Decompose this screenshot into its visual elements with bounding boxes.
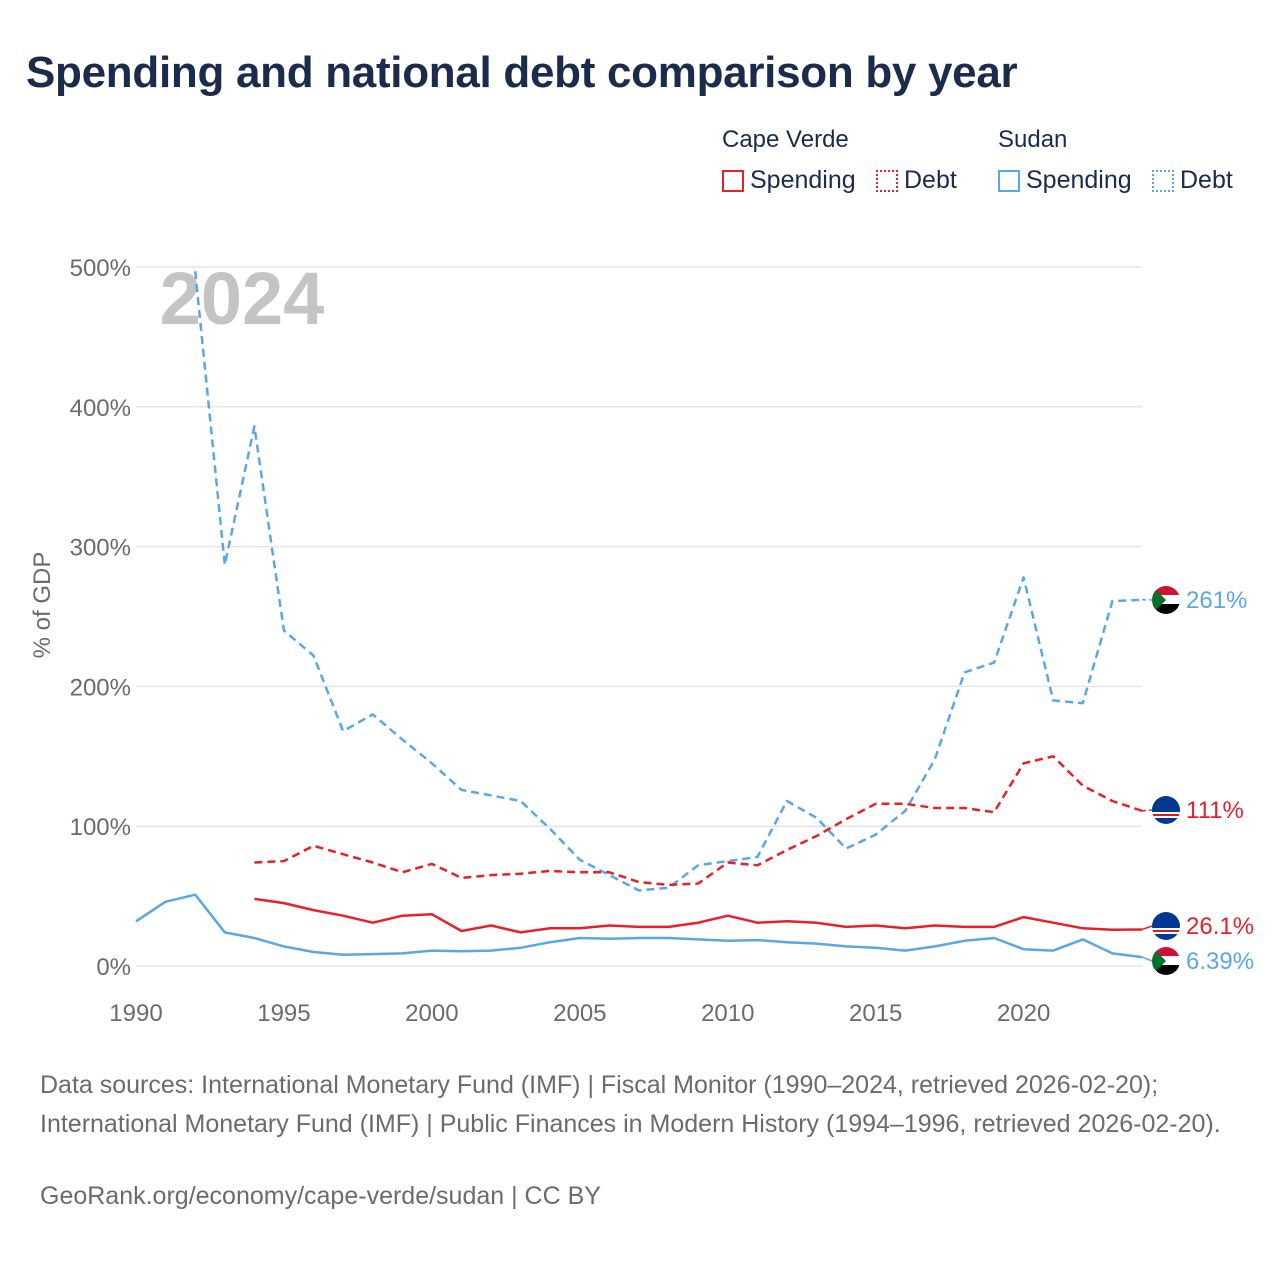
x-tick-label: 2010 [701, 1000, 754, 1027]
chart-title: Spending and national debt comparison by… [26, 48, 1018, 97]
source-link[interactable]: GeoRank.org/economy/cape-verde/sudan | C… [40, 1182, 601, 1210]
line-chart: 2024 % of GDP 0% 100% 200% 300% 400% 500% 199… [29, 255, 1254, 1027]
series-line-cape-verde-spending [254, 897, 1143, 934]
cape-verde-flag-icon [1152, 796, 1180, 824]
legend-sudan-debt[interactable]: Debt [1152, 166, 1233, 195]
cape-verde-flag-icon [1152, 912, 1180, 940]
legend-swatch-cape-verde-spending [722, 169, 744, 192]
series-line-sudan-debt [193, 271, 1143, 892]
legend-cape-verde-spending[interactable]: Spending [722, 166, 856, 195]
end-value-label: 261% [1186, 587, 1247, 614]
x-tick-label: 2020 [997, 1000, 1050, 1027]
legend-swatch-sudan-debt [1152, 169, 1174, 192]
end-connector [1141, 956, 1153, 962]
y-tick-label: 200% [70, 674, 131, 701]
end-value-label: 111% [1186, 797, 1244, 824]
sudan-flag-icon [1152, 947, 1180, 975]
x-tick-label: 2005 [553, 1000, 606, 1027]
legend-label-sudan-debt: Debt [1180, 166, 1233, 194]
x-tick-label: 2015 [849, 1000, 902, 1027]
y-tick-label: 500% [70, 255, 131, 282]
x-tick-label: 1995 [257, 1000, 310, 1027]
legend-swatch-sudan-spending [998, 169, 1020, 192]
y-tick-label: 100% [70, 814, 131, 841]
end-connector [1141, 925, 1153, 931]
x-tick-label: 1990 [109, 1000, 162, 1027]
end-connector [1141, 809, 1153, 812]
legend-label-cape-verde-debt: Debt [904, 166, 957, 194]
y-tick-label: 0% [96, 954, 131, 981]
legend-sudan-spending[interactable]: Spending [998, 166, 1132, 195]
series-line-sudan-spending [135, 893, 1143, 959]
y-tick-label: 400% [70, 395, 131, 422]
end-value-label: 26.1% [1186, 913, 1254, 940]
y-axis-label: % of GDP [29, 552, 56, 659]
data-sources: Data sources: International Monetary Fun… [40, 1071, 1221, 1138]
end-value-label: 6.39% [1186, 948, 1254, 975]
x-tick-label: 2000 [405, 1000, 458, 1027]
legend-label-cape-verde-spending: Spending [750, 166, 856, 194]
legend-group-sudan: Sudan [998, 126, 1068, 153]
year-watermark: 2024 [160, 257, 325, 340]
series-line-cape-verde-debt [254, 755, 1143, 887]
legend-swatch-cape-verde-debt [876, 169, 898, 192]
legend-cape-verde-debt[interactable]: Debt [876, 166, 957, 195]
y-tick-label: 300% [70, 535, 131, 562]
legend-group-cape-verde: Cape Verde [722, 126, 849, 153]
legend-label-sudan-spending: Spending [1026, 166, 1132, 194]
sudan-flag-icon [1152, 586, 1180, 614]
